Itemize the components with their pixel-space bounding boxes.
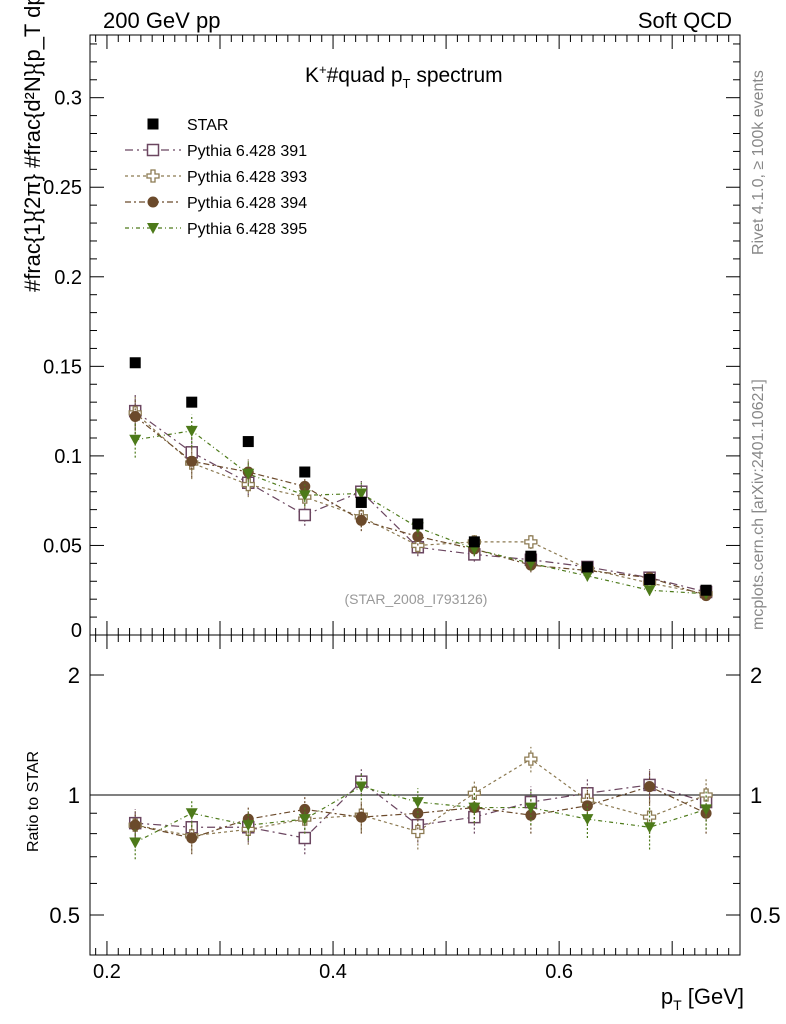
ratio-point bbox=[242, 820, 255, 832]
ratio-point bbox=[355, 811, 367, 823]
data-point bbox=[186, 455, 198, 467]
star-data-point bbox=[468, 536, 480, 548]
y-tick-label: 0 bbox=[71, 620, 82, 642]
data-point bbox=[299, 480, 311, 492]
legend-label: Pythia 6.428 395 bbox=[187, 221, 307, 238]
ratio-y-tick-label: 1 bbox=[68, 783, 80, 808]
ratio-y-tick-label: 0.5 bbox=[49, 903, 80, 928]
ratio-point bbox=[185, 808, 198, 820]
y-tick-label: 0.1 bbox=[54, 446, 82, 468]
x-axis-label: pT [GeV] bbox=[661, 984, 744, 1013]
ratio-y-axis-label: Ratio to STAR bbox=[25, 751, 42, 852]
data-point bbox=[242, 468, 255, 480]
series-line bbox=[134, 410, 707, 593]
ratio-point bbox=[412, 807, 424, 819]
star-data-point bbox=[700, 584, 712, 596]
series-line bbox=[134, 412, 707, 595]
legend-label: Pythia 6.428 393 bbox=[187, 169, 307, 186]
legend-marker bbox=[146, 169, 160, 183]
star-data-point bbox=[525, 550, 537, 562]
legend-label: Pythia 6.428 391 bbox=[187, 143, 307, 160]
analysis-watermark: (STAR_2008_I793126) bbox=[345, 591, 488, 607]
ratio-point bbox=[644, 781, 656, 793]
ratio-y-tick-label-right: 2 bbox=[750, 663, 762, 688]
ratio-point bbox=[699, 788, 713, 802]
ratio-point bbox=[355, 781, 368, 793]
ratio-point bbox=[524, 802, 537, 814]
star-data-point bbox=[412, 518, 424, 530]
ratio-point bbox=[643, 822, 656, 834]
y-tick-label: 0.05 bbox=[43, 535, 82, 557]
data-point bbox=[298, 490, 311, 502]
y-axis-label: #frac{1}{2π} #frac{d²N}{p_T dp_T dy} [(G… bbox=[20, 0, 45, 292]
star-data-point bbox=[299, 466, 311, 478]
x-tick-label: 0.6 bbox=[545, 961, 573, 983]
ratio-point bbox=[298, 831, 312, 845]
ratio-point bbox=[700, 804, 713, 816]
header-energy-label: 200 GeV pp bbox=[103, 8, 221, 33]
ratio-series-line bbox=[134, 785, 707, 844]
ratio-point bbox=[129, 837, 142, 849]
data-point bbox=[129, 434, 142, 446]
ratio-point bbox=[525, 809, 537, 821]
legend-marker bbox=[146, 143, 160, 157]
legend-label: Pythia 6.428 394 bbox=[187, 195, 307, 212]
ratio-point bbox=[468, 802, 481, 814]
data-point bbox=[185, 425, 198, 437]
star-data-point bbox=[355, 496, 367, 508]
star-data-point bbox=[186, 396, 198, 408]
ratio-point bbox=[467, 786, 481, 800]
x-tick-label: 0.4 bbox=[319, 961, 347, 983]
legend-marker bbox=[147, 118, 159, 130]
y-tick-label: 0.25 bbox=[43, 177, 82, 199]
ratio-point bbox=[524, 752, 538, 766]
legend-marker bbox=[147, 196, 159, 208]
data-point bbox=[581, 570, 594, 582]
star-data-point bbox=[581, 561, 593, 573]
ratio-series-line bbox=[135, 785, 707, 839]
data-point bbox=[643, 585, 656, 597]
star-data-point bbox=[644, 573, 656, 585]
y-tick-label: 0.15 bbox=[43, 356, 82, 378]
ratio-point bbox=[411, 824, 425, 839]
data-point bbox=[524, 535, 538, 549]
y-tick-label: 0.3 bbox=[54, 88, 82, 110]
ratio-point bbox=[411, 797, 424, 809]
ratio-y-tick-label-right: 1 bbox=[750, 783, 762, 808]
ratio-point bbox=[298, 814, 311, 826]
data-point bbox=[298, 508, 312, 522]
star-data-point bbox=[242, 436, 254, 448]
series-line bbox=[134, 416, 707, 597]
ratio-series-line bbox=[135, 780, 707, 839]
chart-title: K+#quad pT spectrum bbox=[305, 62, 503, 91]
data-point bbox=[129, 410, 141, 422]
data-point bbox=[355, 514, 367, 526]
data-point bbox=[411, 538, 425, 553]
x-tick-label: 0.2 bbox=[93, 961, 121, 983]
star-data-point bbox=[129, 357, 141, 369]
y-tick-label: 0.2 bbox=[54, 267, 82, 289]
ratio-point bbox=[186, 832, 198, 844]
header-category-label: Soft QCD bbox=[637, 8, 732, 33]
series-line bbox=[135, 430, 707, 595]
ratio-point bbox=[129, 819, 141, 831]
ratio-point bbox=[581, 814, 594, 826]
legend-label: STAR bbox=[187, 117, 228, 134]
data-point bbox=[355, 488, 368, 500]
ratio-y-tick-label-right: 0.5 bbox=[750, 903, 781, 928]
legend-marker bbox=[147, 223, 159, 234]
ratio-y-tick-label: 2 bbox=[68, 663, 80, 688]
ratio-series-line bbox=[135, 758, 707, 837]
